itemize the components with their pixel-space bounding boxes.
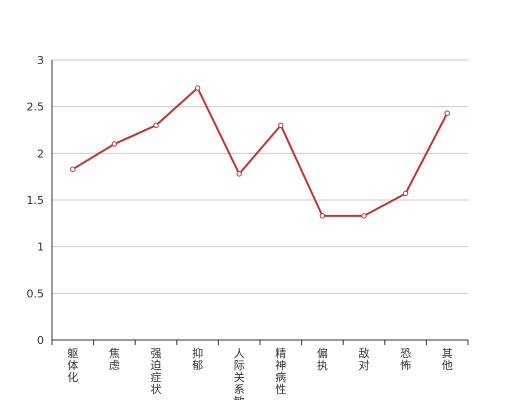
data-point <box>402 190 409 197</box>
data-point <box>236 171 242 177</box>
x-category-label: 偏执 <box>317 346 328 372</box>
y-tick-label: 0.5 <box>27 287 45 300</box>
x-category-label: 焦虑 <box>109 347 120 372</box>
y-tick-label: 2 <box>37 147 44 160</box>
y-tick-label: 0 <box>37 334 44 347</box>
x-axis-ticks <box>51 340 469 345</box>
data-point <box>111 141 118 147</box>
data-point <box>361 213 367 219</box>
data-point <box>444 110 450 116</box>
x-category-label: 精神病性 <box>275 347 286 396</box>
data-point <box>153 122 159 129</box>
x-category-label: 躯体化 <box>67 347 78 384</box>
data-point <box>278 122 284 129</box>
x-category-label: 人际关系敏感 <box>234 347 245 400</box>
x-category-label: 强迫症状 <box>151 347 162 396</box>
x-category-label: 敌对 <box>359 346 370 372</box>
y-tick-label: 2.5 <box>27 101 45 114</box>
data-point <box>70 166 76 172</box>
data-point <box>319 213 326 219</box>
y-tick-label: 1 <box>37 241 44 254</box>
y-tick-label: 1.5 <box>27 194 45 207</box>
y-axis-tick-labels: 0 0.5 1 1.5 2 2.5 3 <box>27 54 45 347</box>
x-axis-category-labels: 躯体化 焦虑 强迫症状 抑郁 人际关系敏感 精神病性 偏执 敌对 恐怖 其他 <box>67 346 452 400</box>
grid-lines <box>52 59 468 294</box>
y-tick-label: 3 <box>37 54 44 67</box>
series-line <box>72 87 449 217</box>
x-category-label: 抑郁 <box>192 346 203 372</box>
x-category-label: 其他 <box>442 347 453 372</box>
x-category-label: 恐怖 <box>400 347 411 372</box>
data-point <box>194 85 201 91</box>
data-points <box>70 85 450 219</box>
series-line-layer <box>72 87 449 217</box>
